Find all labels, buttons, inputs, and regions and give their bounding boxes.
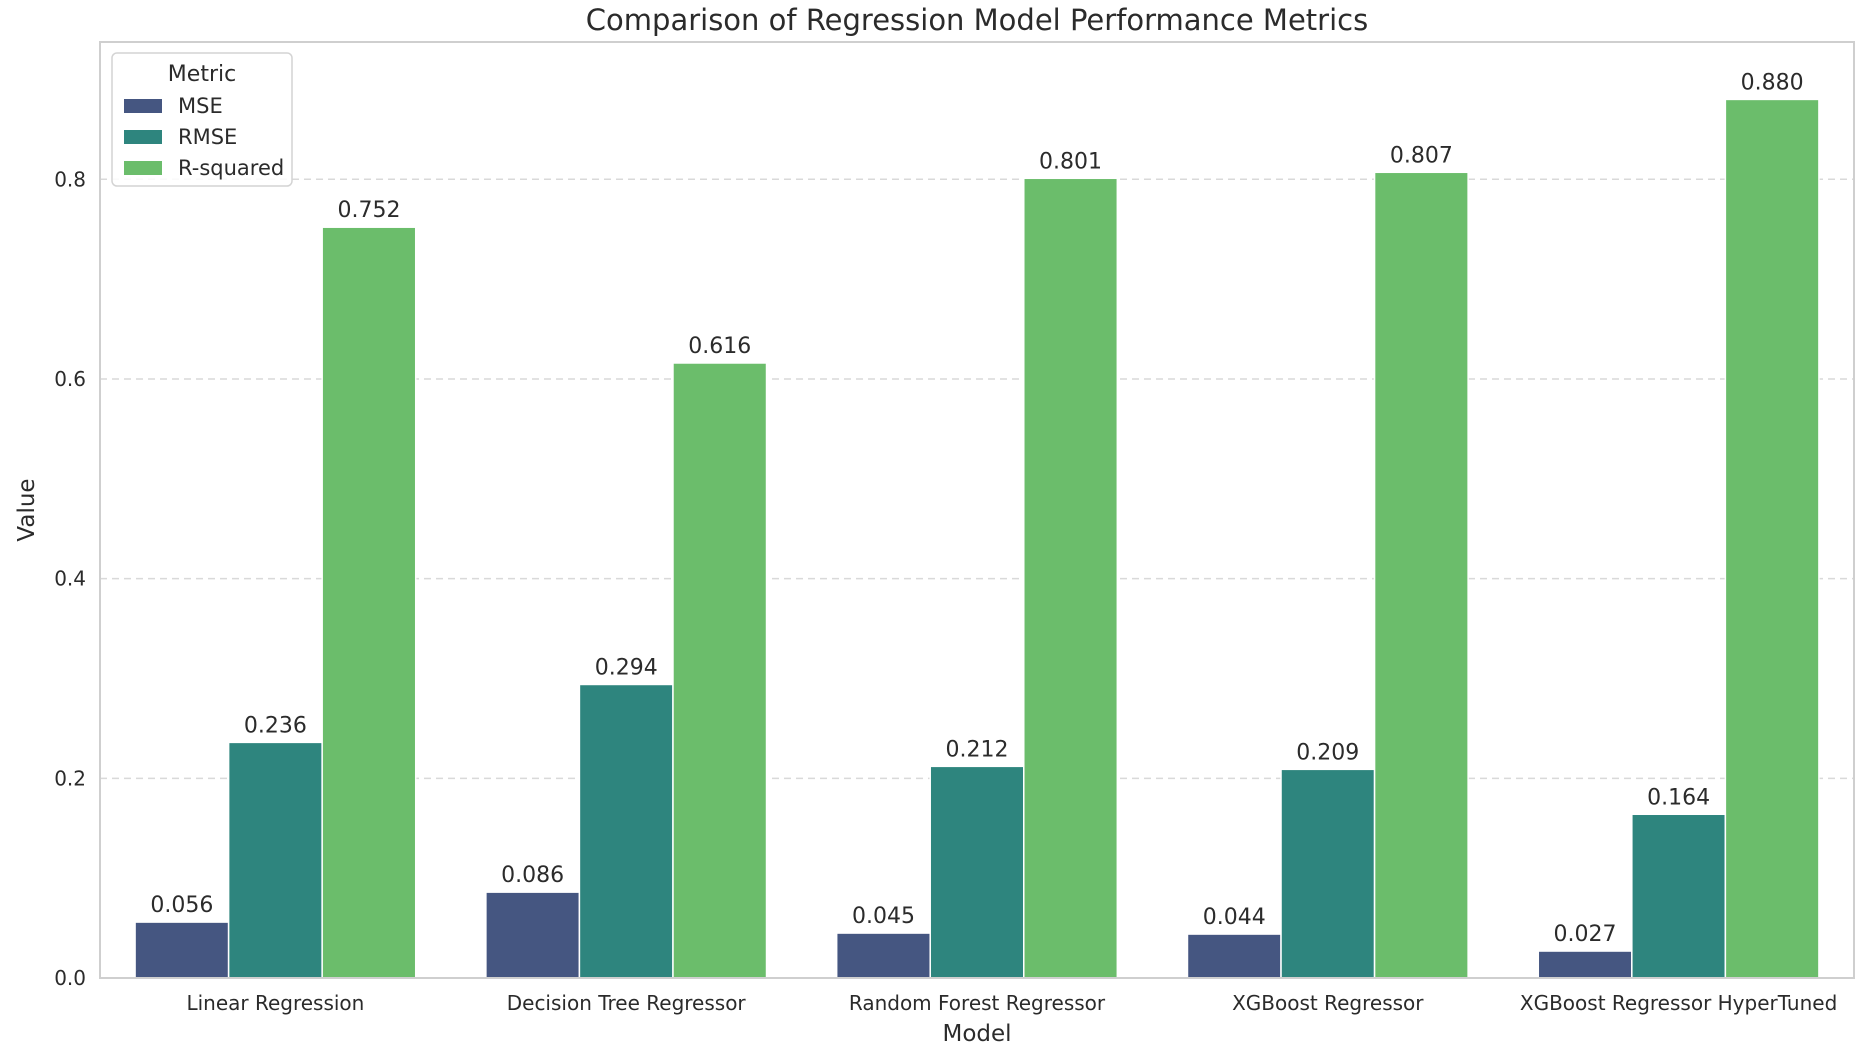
bar-r-squared [1373,171,1469,979]
legend-swatch [124,130,162,144]
legend-title: Metric [168,62,236,87]
bar-value-label: 0.801 [1039,149,1102,174]
bar-value-labels: 0.056 0.236 0.752 0.086 0.294 0.616 0.045 0.212… [150,70,1803,947]
bar-rmse [1631,813,1727,979]
bar-rmse [929,765,1025,979]
bar-r-squared [1724,98,1820,979]
bar-value-label: 0.044 [1203,905,1266,930]
bar-mse [134,921,230,979]
bar-rmse [578,683,674,979]
y-tick-label: 0.2 [54,766,86,790]
bar-value-label: 0.616 [688,334,751,359]
bar-value-label: 0.752 [337,198,400,223]
x-tick-label: XGBoost Regressor HyperTuned [1520,991,1837,1015]
bar-value-label: 0.027 [1554,922,1617,947]
bar-value-label: 0.294 [595,655,658,680]
plot-frame [99,41,1855,979]
bar-value-label: 0.807 [1390,143,1453,168]
y-tick-label: 0.0 [54,966,86,990]
bar-value-label: 0.164 [1647,785,1710,810]
x-tick-label: Random Forest Regressor [849,991,1106,1015]
legend: Metric MSE RMSE R-squared [111,52,293,187]
y-tick-label: 0.6 [54,367,86,391]
legend-items: MSE RMSE R-squared [124,94,284,180]
bar-value-label: 0.236 [244,713,307,738]
legend-label: RMSE [178,125,237,149]
bar-mse [485,891,581,979]
chart-title: Comparison of Regression Model Performan… [586,3,1368,37]
x-axis-ticks: Linear Regression Decision Tree Regressor… [186,991,1837,1015]
bar-mse [1186,933,1282,979]
bar-r-squared [672,362,768,979]
y-axis-ticks: 0.0 0.2 0.4 0.6 0.8 [54,167,86,990]
bar-r-squared [1023,177,1119,979]
bar-value-label: 0.056 [150,893,213,918]
bar-r-squared [321,226,417,979]
bar-mse [835,932,931,979]
legend-swatch [124,161,162,175]
bar-value-label: 0.212 [946,737,1009,762]
legend-swatch [124,99,162,113]
bar-value-label: 0.880 [1741,70,1804,95]
x-tick-label: XGBoost Regressor [1232,991,1424,1015]
legend-label: R-squared [178,156,284,180]
y-tick-label: 0.4 [54,567,86,591]
y-tick-label: 0.8 [54,167,86,191]
bar-rmse [227,741,323,979]
x-tick-label: Linear Regression [186,991,364,1015]
x-axis-label: Model [942,1021,1011,1047]
bar-mse [1537,950,1633,979]
legend-box [111,52,293,187]
legend-label: MSE [178,94,223,118]
x-tick-label: Decision Tree Regressor [507,991,747,1015]
bar-rmse [1280,768,1376,979]
bar-value-label: 0.209 [1296,740,1359,765]
bar-value-label: 0.086 [501,863,564,888]
bars [134,98,1820,979]
bar-value-label: 0.045 [852,904,915,929]
y-axis-label: Value [14,478,40,541]
